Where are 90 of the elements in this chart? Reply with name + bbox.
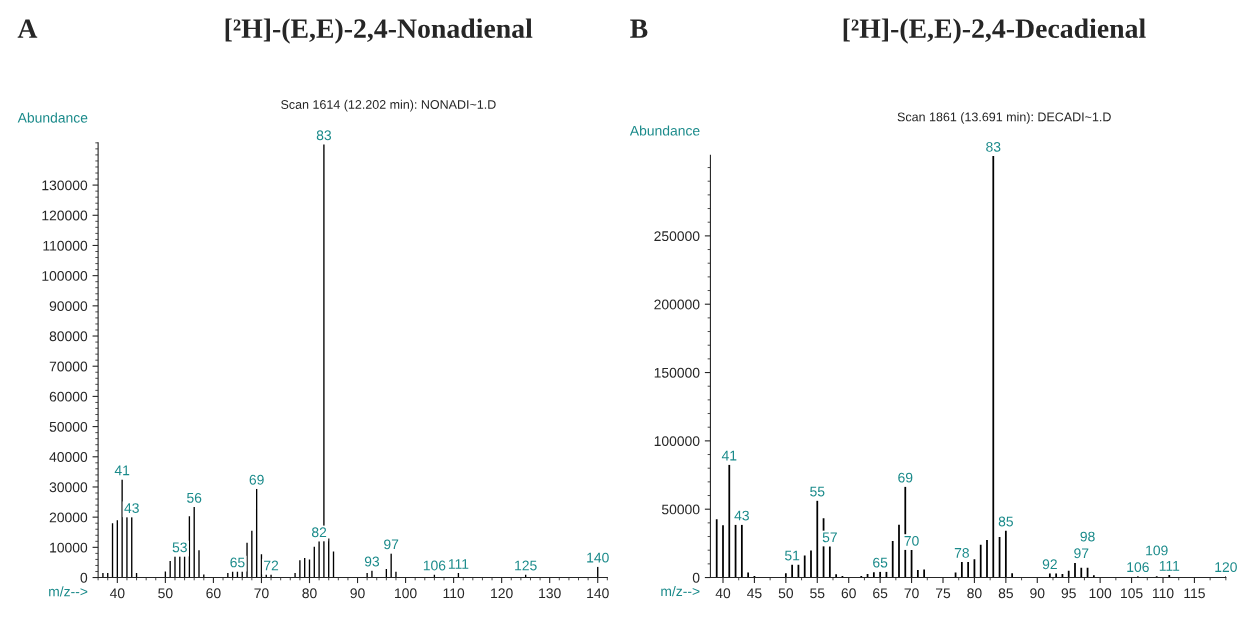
- annotation: 140: [587, 552, 609, 563]
- x-tick-label: 80: [967, 588, 982, 599]
- annotation: 69: [249, 474, 264, 485]
- annotation: 83: [316, 130, 332, 141]
- x-tick-label: 70: [254, 588, 269, 599]
- x-tick-label: 90: [350, 588, 365, 599]
- annotation: 93: [364, 556, 380, 567]
- text: B: [630, 19, 648, 38]
- y-tick-label: 40000: [49, 452, 88, 462]
- y-tick-label: 120000: [42, 210, 88, 221]
- annotation: 41: [721, 450, 737, 461]
- x-tick-label: 110: [443, 588, 465, 599]
- annotation: 109: [1146, 545, 1168, 556]
- y-tick-label: 250000: [654, 231, 700, 242]
- x-tick-label: 40: [715, 588, 731, 599]
- y-axis-title: Abundance: [17, 112, 88, 123]
- x-tick-label: 105: [1121, 588, 1143, 599]
- annotation: 97: [384, 539, 399, 550]
- y-tick-label: 130000: [42, 180, 88, 191]
- annotation: 51: [784, 550, 800, 561]
- x-tick-label: 90: [1030, 588, 1045, 599]
- annotation: 92: [1042, 559, 1057, 570]
- x-tick-label: 55: [810, 588, 825, 599]
- x-tick-label: 75: [935, 588, 951, 599]
- x-tick-label: 120: [491, 588, 513, 599]
- x-tick-label: 95: [1061, 588, 1076, 599]
- y-tick-label: 150000: [654, 367, 700, 378]
- annotation: 65: [230, 557, 245, 568]
- annotation: 78: [954, 547, 969, 558]
- y-tick-label: 100000: [654, 436, 700, 447]
- x-tick-label: 40: [109, 588, 125, 599]
- x-tick-label: 130: [539, 588, 561, 599]
- x-tick-label: 110: [1152, 588, 1174, 599]
- annotation: 41: [114, 465, 130, 476]
- x-tick-label: 80: [302, 588, 317, 599]
- text: A: [17, 19, 38, 38]
- x-tick-label: 60: [206, 588, 221, 599]
- y-tick-label: 70000: [49, 361, 88, 372]
- annotation: 70: [904, 535, 919, 546]
- chart-subtitle: Scan 1614 (12.202 min): NONADI~1.D: [281, 99, 496, 112]
- annotation: 56: [187, 492, 202, 503]
- chart-subtitle: Scan 1861 (13.691 min): DECADI~1.D: [897, 112, 1111, 124]
- y-tick-label: 10000: [50, 542, 88, 553]
- y-tick-label: 0: [80, 572, 88, 583]
- x-tick-label: 65: [873, 588, 888, 599]
- x-tick-label: 140: [587, 588, 609, 599]
- x-tick-label: 85: [998, 588, 1013, 599]
- chart-title: [²H]-(E,E)-2,4-Nonadienal: [225, 18, 533, 44]
- x-tick-label: 115: [1184, 588, 1205, 599]
- y-tick-label: 50000: [661, 504, 700, 515]
- y-tick-label: 60000: [49, 391, 88, 402]
- x-tick-label: 100: [1089, 588, 1112, 599]
- x-tick-label: 50: [158, 588, 173, 599]
- annotation: 106: [1127, 562, 1149, 573]
- x-tick-label: 60: [841, 588, 856, 599]
- annotation: 111: [1159, 561, 1180, 571]
- annotation: 57: [822, 532, 837, 543]
- annotation: 72: [264, 560, 279, 571]
- y-tick-label: 30000: [49, 482, 88, 493]
- annotation: 82: [311, 527, 327, 538]
- x-tick-label: 70: [904, 588, 919, 599]
- x-tick-label: 45: [747, 588, 762, 599]
- annotation: 125: [515, 560, 537, 571]
- x-axis-title: m/z-->: [49, 586, 88, 597]
- annotation: 53: [172, 542, 187, 553]
- y-tick-label: 50000: [49, 421, 88, 432]
- y-axis-title: Abundance: [629, 125, 700, 136]
- annotation: 97: [1074, 548, 1089, 559]
- annotation: 120: [1215, 562, 1237, 573]
- y-tick-label: 0: [692, 572, 700, 583]
- x-tick-label: 100: [395, 588, 417, 599]
- annotation: 106: [423, 560, 446, 571]
- annotation: 98: [1080, 531, 1095, 542]
- annotation: 65: [873, 557, 888, 568]
- annotation: 43: [734, 510, 749, 521]
- y-tick-label: 100000: [42, 270, 88, 281]
- annotation: 111: [448, 559, 469, 569]
- annotation: 85: [998, 516, 1013, 527]
- y-tick-label: 90000: [49, 301, 88, 312]
- y-tick-label: 20000: [49, 512, 88, 523]
- annotation: 43: [124, 503, 139, 514]
- annotation: 83: [986, 141, 1001, 152]
- annotation: 69: [898, 472, 913, 483]
- annotation: 55: [810, 486, 825, 497]
- y-tick-label: 80000: [49, 331, 88, 342]
- y-tick-label: 200000: [654, 299, 700, 310]
- x-tick-label: 50: [778, 588, 794, 599]
- y-tick-label: 110000: [43, 240, 88, 251]
- chart-title: [²H]-(E,E)-2,4-Decadienal: [843, 18, 1146, 44]
- x-axis-title: m/z-->: [661, 585, 700, 597]
